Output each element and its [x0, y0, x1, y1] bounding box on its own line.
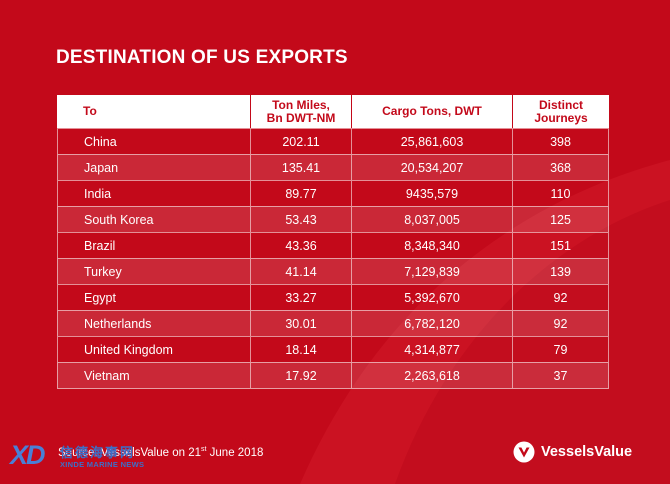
- exports-table: To Ton Miles, Bn DWT-NM Cargo Tons, DWT …: [57, 95, 609, 389]
- source-sup: st: [201, 446, 207, 453]
- cell-ton-miles: 43.36: [251, 232, 352, 258]
- header-to: To: [57, 95, 251, 128]
- brand-name: VesselsValue: [541, 444, 633, 460]
- watermark-logo-icon: XD: [10, 440, 45, 470]
- xinde-watermark: XD 信德海事网 XINDE MARINE NEWS: [10, 438, 160, 478]
- cell-journeys: 151: [513, 232, 609, 258]
- table-row: Turkey 41.14 7,129,839 139: [57, 258, 609, 284]
- cell-destination: Brazil: [57, 232, 251, 258]
- table-row: Vietnam 17.92 2,263,618 37: [57, 362, 609, 389]
- cell-destination: India: [57, 180, 251, 206]
- cell-journeys: 125: [513, 206, 609, 232]
- cell-destination: China: [57, 128, 251, 154]
- header-cargo-tons: Cargo Tons, DWT: [352, 95, 513, 128]
- cell-ton-miles: 202.11: [251, 128, 352, 154]
- cell-journeys: 110: [513, 180, 609, 206]
- cell-journeys: 92: [513, 310, 609, 336]
- table-header-row: To Ton Miles, Bn DWT-NM Cargo Tons, DWT …: [57, 95, 609, 128]
- cell-ton-miles: 18.14: [251, 336, 352, 362]
- cell-ton-miles: 135.41: [251, 154, 352, 180]
- cell-cargo-tons: 8,348,340: [352, 232, 513, 258]
- cell-journeys: 92: [513, 284, 609, 310]
- header-journeys-line2: Journeys: [534, 110, 588, 125]
- brand-logo: VesselsValue: [513, 441, 632, 463]
- cell-journeys: 79: [513, 336, 609, 362]
- cell-cargo-tons: 5,392,670: [352, 284, 513, 310]
- page-title: DESTINATION OF US EXPORTS: [56, 47, 348, 68]
- cell-ton-miles: 17.92: [251, 362, 352, 389]
- header-ton-miles: Ton Miles, Bn DWT-NM: [251, 95, 352, 128]
- cell-journeys: 368: [513, 154, 609, 180]
- cell-destination: South Korea: [57, 206, 251, 232]
- cell-ton-miles: 41.14: [251, 258, 352, 284]
- cell-journeys: 139: [513, 258, 609, 284]
- cell-journeys: 398: [513, 128, 609, 154]
- cell-cargo-tons: 20,534,207: [352, 154, 513, 180]
- table-row: South Korea 53.43 8,037,005 125: [57, 206, 609, 232]
- cell-cargo-tons: 25,861,603: [352, 128, 513, 154]
- source-prefix: Source: VesselsValue on 21: [58, 446, 201, 459]
- cell-destination: Japan: [57, 154, 251, 180]
- source-suffix: June 2018: [206, 446, 264, 459]
- table-row: Brazil 43.36 8,348,340 151: [57, 232, 609, 258]
- table-row: Netherlands 30.01 6,782,120 92: [57, 310, 609, 336]
- cell-cargo-tons: 8,037,005: [352, 206, 513, 232]
- header-ton-miles-line2: Bn DWT-NM: [266, 110, 336, 125]
- cell-cargo-tons: 2,263,618: [352, 362, 513, 389]
- exports-table-container: To Ton Miles, Bn DWT-NM Cargo Tons, DWT …: [57, 95, 609, 389]
- table-row: Japan 135.41 20,534,207 368: [57, 154, 609, 180]
- source-note: Source: VesselsValue on 21st June 2018: [58, 446, 263, 459]
- cell-ton-miles: 89.77: [251, 180, 352, 206]
- header-ton-miles-line1: Ton Miles,: [272, 97, 330, 112]
- cell-journeys: 37: [513, 362, 609, 389]
- vesselsvalue-logo-icon: [513, 441, 535, 463]
- table-row: Egypt 33.27 5,392,670 92: [57, 284, 609, 310]
- cell-cargo-tons: 9435,579: [352, 180, 513, 206]
- cell-ton-miles: 30.01: [251, 310, 352, 336]
- watermark-cn-text: 信德海事网: [60, 445, 136, 460]
- cell-destination: Vietnam: [57, 362, 251, 389]
- cell-cargo-tons: 4,314,877: [352, 336, 513, 362]
- header-journeys: Distinct Journeys: [513, 95, 609, 128]
- cell-cargo-tons: 6,782,120: [352, 310, 513, 336]
- table-row: China 202.11 25,861,603 398: [57, 128, 609, 154]
- table-row: United Kingdom 18.14 4,314,877 79: [57, 336, 609, 362]
- cell-destination: United Kingdom: [57, 336, 251, 362]
- watermark-en-text: XINDE MARINE NEWS: [60, 460, 145, 469]
- cell-destination: Netherlands: [57, 310, 251, 336]
- cell-ton-miles: 53.43: [251, 206, 352, 232]
- cell-destination: Turkey: [57, 258, 251, 284]
- cell-destination: Egypt: [57, 284, 251, 310]
- header-journeys-line1: Distinct: [538, 97, 583, 112]
- table-row: India 89.77 9435,579 110: [57, 180, 609, 206]
- cell-cargo-tons: 7,129,839: [352, 258, 513, 284]
- cell-ton-miles: 33.27: [251, 284, 352, 310]
